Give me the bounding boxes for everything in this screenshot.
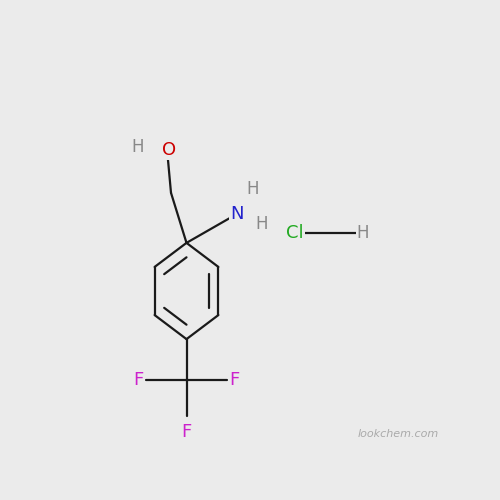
Text: F: F: [229, 370, 239, 388]
Text: H: H: [246, 180, 258, 198]
Text: H: H: [356, 224, 369, 242]
Text: F: F: [134, 370, 144, 388]
Text: O: O: [162, 142, 176, 160]
Text: Cl: Cl: [286, 224, 304, 242]
Text: N: N: [230, 205, 243, 223]
Text: lookchem.com: lookchem.com: [357, 429, 438, 439]
Text: F: F: [182, 422, 192, 440]
Text: H: H: [256, 214, 268, 232]
Text: H: H: [132, 138, 144, 156]
